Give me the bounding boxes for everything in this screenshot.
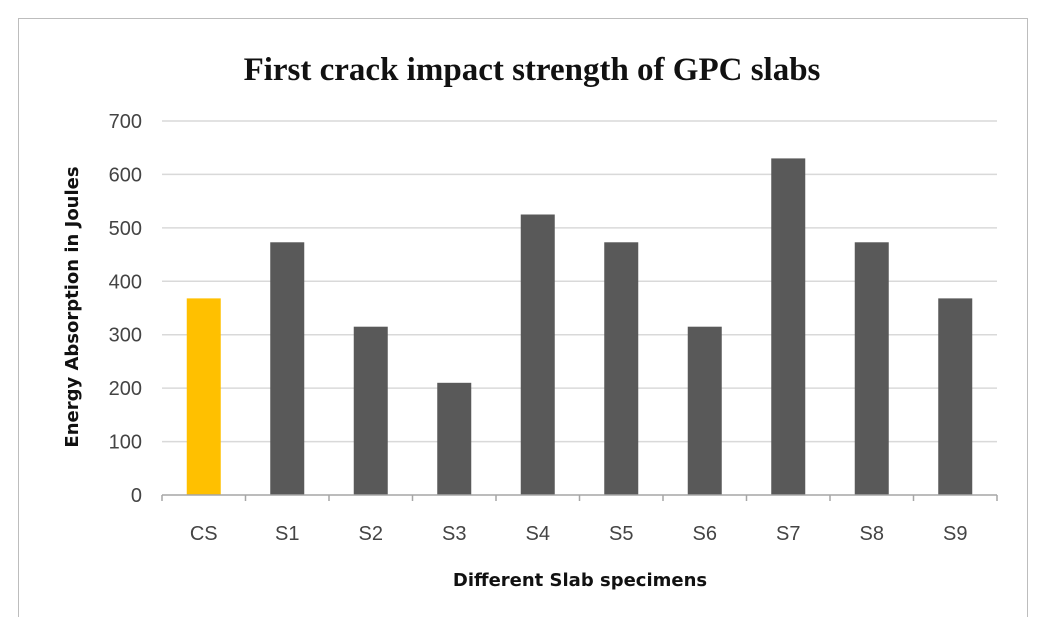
bar-s3 <box>437 382 472 495</box>
x-tick-label: S6 <box>693 523 717 545</box>
x-tick-label: S3 <box>442 523 466 545</box>
x-tick-labels: CS S1 S2 S3 S4 S5 S6 S7 S8 S9 <box>161 495 998 545</box>
y-tick-label: 300 <box>109 325 142 347</box>
x-tick-label: S4 <box>526 523 550 545</box>
bar-cs <box>186 298 221 495</box>
x-tick-label: S5 <box>609 523 633 545</box>
bar-s7 <box>771 158 806 495</box>
y-tick-label: 400 <box>109 271 142 293</box>
y-tick-label: 700 <box>109 111 142 133</box>
x-tick-label: S1 <box>275 523 299 545</box>
bar-s8 <box>854 242 889 495</box>
bar-s6 <box>687 326 722 495</box>
bars <box>186 158 973 495</box>
x-tick-label: S2 <box>359 523 383 545</box>
x-tick-label: S7 <box>776 523 800 545</box>
y-axis-label: Energy Absorption in Joules <box>62 166 83 447</box>
y-tick-labels: 0 100 200 300 400 500 600 700 <box>109 111 142 507</box>
bar-s9 <box>938 298 973 495</box>
bar-s1 <box>270 242 305 495</box>
bar-s5 <box>604 242 639 495</box>
bar-s4 <box>520 214 555 495</box>
y-tick-label: 500 <box>109 218 142 240</box>
x-tick-label: S8 <box>860 523 884 545</box>
x-tick-label: S9 <box>943 523 967 545</box>
y-tick-label: 600 <box>109 164 142 186</box>
y-tick-label: 100 <box>109 432 142 454</box>
y-tick-label: 0 <box>131 485 142 507</box>
x-axis-label: Different Slab specimens <box>453 570 707 591</box>
y-tick-label: 200 <box>109 378 142 400</box>
bar-s2 <box>353 326 388 495</box>
x-tick-label: CS <box>190 523 218 545</box>
chart-title: First crack impact strength of GPC slabs <box>244 52 821 88</box>
